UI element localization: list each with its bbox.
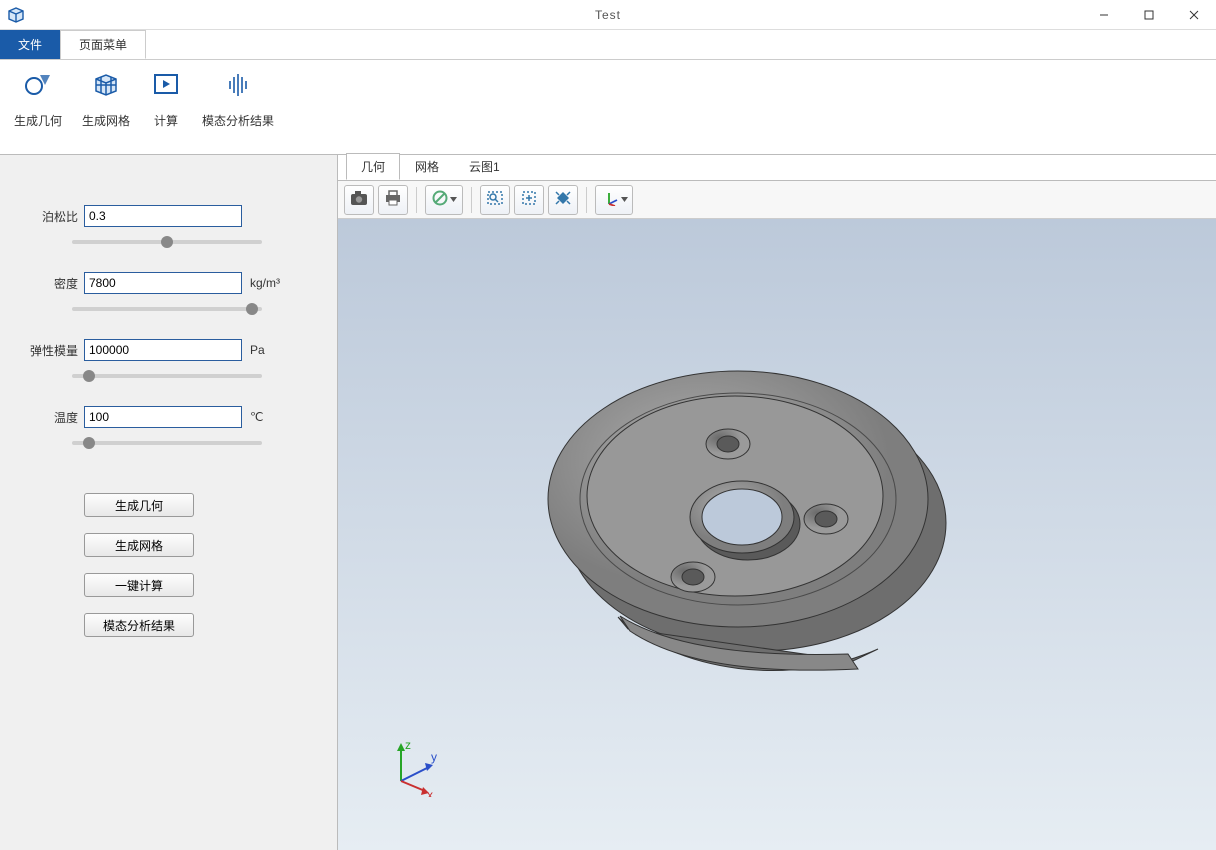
zoom-window-button[interactable] — [480, 185, 510, 215]
zoom-extents-icon — [520, 190, 538, 209]
snapshot-button[interactable] — [344, 185, 374, 215]
no-entry-icon — [432, 190, 448, 209]
menu-bar: 文件 页面菜单 — [0, 30, 1216, 60]
maximize-button[interactable] — [1126, 1, 1171, 29]
ribbon-gen-mesh[interactable]: 生成网格 — [82, 70, 130, 150]
ribbon-label: 生成几何 — [14, 112, 62, 129]
geometry-icon — [22, 70, 54, 98]
body-area: 泊松比 密度 kg/m³ 弹性模量 Pa 温度 ℃ 生成几何 生成网格 一键计算… — [0, 155, 1216, 850]
printer-icon — [384, 190, 402, 209]
gen-geom-button[interactable]: 生成几何 — [84, 493, 194, 517]
viewport-3d[interactable]: z y x — [338, 219, 1216, 850]
ribbon-label: 模态分析结果 — [202, 112, 274, 129]
axis-orientation-button[interactable] — [595, 185, 633, 215]
param-density-row: 密度 kg/m³ — [28, 272, 317, 294]
zoom-selection-button[interactable] — [548, 185, 578, 215]
poisson-input[interactable] — [84, 205, 242, 227]
ribbon-calculate[interactable]: 计算 — [150, 70, 182, 150]
zoom-extents-button[interactable] — [514, 185, 544, 215]
view-tabs: 几何 网格 云图1 — [338, 155, 1216, 181]
poisson-label: 泊松比 — [28, 208, 78, 225]
axis-triad: z y x — [383, 737, 443, 800]
ribbon-modal-result[interactable]: 模态分析结果 — [202, 70, 274, 150]
toolbar-separator — [586, 187, 587, 213]
window-title: Test — [595, 8, 621, 22]
close-button[interactable] — [1171, 1, 1216, 29]
view-tab-mesh[interactable]: 网格 — [400, 153, 454, 180]
param-elastic-row: 弹性模量 Pa — [28, 339, 317, 361]
mesh-icon — [90, 70, 122, 98]
elastic-unit: Pa — [250, 343, 265, 357]
gen-mesh-button[interactable]: 生成网格 — [84, 533, 194, 557]
density-slider[interactable] — [72, 307, 262, 311]
side-panel: 泊松比 密度 kg/m³ 弹性模量 Pa 温度 ℃ 生成几何 生成网格 一键计算… — [0, 155, 338, 850]
toolbar-separator — [471, 187, 472, 213]
param-temp-row: 温度 ℃ — [28, 406, 317, 428]
zoom-selection-icon — [554, 190, 572, 209]
ribbon-label: 计算 — [154, 112, 178, 129]
ribbon: 生成几何 生成网格 计算 模态分析结果 — [0, 60, 1216, 155]
viewport-area: 几何 网格 云图1 — [338, 155, 1216, 850]
svg-text:x: x — [427, 788, 433, 797]
temp-input[interactable] — [84, 406, 242, 428]
calculate-icon — [150, 70, 182, 98]
poisson-slider[interactable] — [72, 240, 262, 244]
part-model — [338, 219, 1216, 829]
camera-icon — [350, 190, 368, 209]
print-button[interactable] — [378, 185, 408, 215]
app-icon — [6, 5, 26, 25]
elastic-input[interactable] — [84, 339, 242, 361]
axis-icon — [601, 190, 619, 209]
temp-label: 温度 — [28, 409, 78, 426]
temp-unit: ℃ — [250, 410, 263, 424]
ribbon-label: 生成网格 — [82, 112, 130, 129]
modal-result-icon — [222, 70, 254, 98]
view-toolbar — [338, 181, 1216, 219]
minimize-button[interactable] — [1081, 1, 1126, 29]
density-unit: kg/m³ — [250, 276, 280, 290]
action-buttons: 生成几何 生成网格 一键计算 模态分析结果 — [84, 493, 317, 637]
tab-page-menu[interactable]: 页面菜单 — [61, 30, 146, 59]
density-label: 密度 — [28, 275, 78, 292]
ribbon-gen-geometry[interactable]: 生成几何 — [14, 70, 62, 150]
toolbar-separator — [416, 187, 417, 213]
modal-result-button[interactable]: 模态分析结果 — [84, 613, 194, 637]
zoom-window-icon — [486, 190, 504, 209]
svg-text:z: z — [405, 738, 411, 752]
one-click-calc-button[interactable]: 一键计算 — [84, 573, 194, 597]
elastic-label: 弹性模量 — [28, 342, 78, 359]
temp-slider[interactable] — [72, 441, 262, 445]
elastic-slider[interactable] — [72, 374, 262, 378]
window-controls — [1081, 1, 1216, 29]
param-poisson-row: 泊松比 — [28, 205, 317, 227]
view-tab-cloud1[interactable]: 云图1 — [454, 153, 515, 180]
density-input[interactable] — [84, 272, 242, 294]
svg-text:y: y — [431, 750, 437, 764]
title-bar: Test — [0, 0, 1216, 30]
tab-file[interactable]: 文件 — [0, 30, 61, 59]
disable-button[interactable] — [425, 185, 463, 215]
view-tab-geometry[interactable]: 几何 — [346, 153, 400, 180]
